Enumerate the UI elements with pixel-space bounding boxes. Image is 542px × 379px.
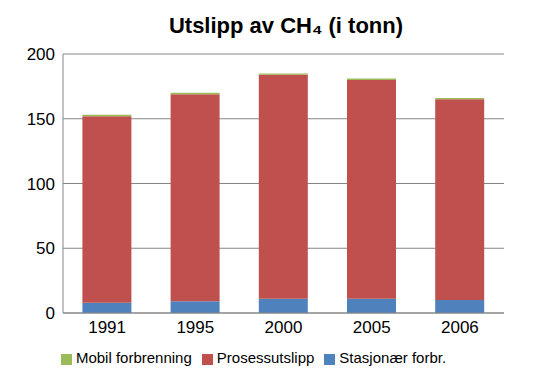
svg-text:100: 100 xyxy=(27,175,55,194)
svg-text:0: 0 xyxy=(46,304,55,323)
svg-text:150: 150 xyxy=(27,110,55,129)
html-text:Prosessutslipp: Prosessutslipp xyxy=(216,349,315,366)
svg-text:2000: 2000 xyxy=(265,318,303,337)
svg-text:2005: 2005 xyxy=(353,318,391,337)
svg-text:200: 200 xyxy=(27,45,55,64)
svg-text:50: 50 xyxy=(36,239,55,258)
svg-text:1991: 1991 xyxy=(88,318,126,337)
html-text:Utslipp av CH₄ (i tonn): Utslipp av CH₄ (i tonn) xyxy=(168,13,404,38)
svg-text:1995: 1995 xyxy=(176,318,214,337)
html-text:Stasjonær forbr.: Stasjonær forbr. xyxy=(339,349,447,366)
svg-text:2006: 2006 xyxy=(441,318,479,337)
html-text:Mobil forbrenning: Mobil forbrenning xyxy=(75,349,192,366)
